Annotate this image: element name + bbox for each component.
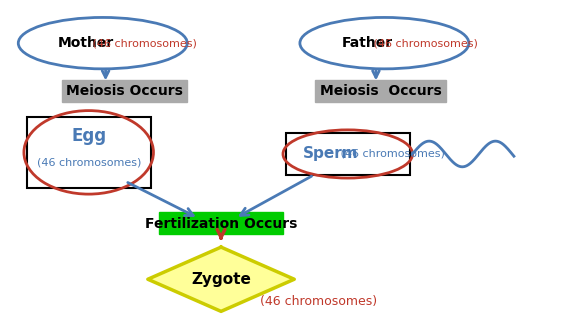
Text: Fertilization Occurs: Fertilization Occurs [145, 217, 297, 231]
Text: Sperm: Sperm [303, 145, 358, 160]
Ellipse shape [300, 17, 469, 69]
Text: Meiosis  Occurs: Meiosis Occurs [320, 84, 441, 98]
FancyBboxPatch shape [159, 212, 283, 234]
Text: Meiosis Occurs: Meiosis Occurs [66, 84, 183, 98]
Text: Father: Father [342, 36, 393, 50]
Text: Zygote: Zygote [191, 272, 251, 287]
Polygon shape [148, 247, 294, 311]
Text: Mother: Mother [58, 36, 114, 50]
Ellipse shape [18, 17, 187, 69]
Text: (46 chromosomes): (46 chromosomes) [370, 38, 478, 48]
FancyBboxPatch shape [286, 133, 410, 175]
Text: (46 chromosomes): (46 chromosomes) [89, 38, 196, 48]
Text: (46 chromosomes): (46 chromosomes) [36, 157, 141, 167]
Text: (46 chromosomes): (46 chromosomes) [260, 295, 378, 308]
FancyBboxPatch shape [27, 117, 151, 188]
Text: Egg: Egg [71, 127, 106, 145]
Text: (46 chromosomes): (46 chromosomes) [337, 148, 444, 158]
